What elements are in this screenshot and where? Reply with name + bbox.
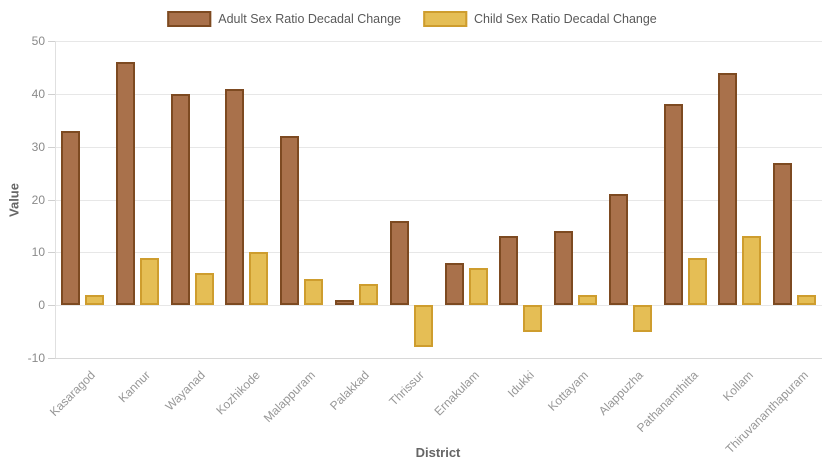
y-tick-mark [48,305,55,307]
y-tick-label: 30 [31,139,45,154]
y-tick-mark [48,252,55,254]
bar-child-thrissur[interactable] [413,305,433,348]
legend-swatch-adult [167,11,212,27]
bar-child-kannur[interactable] [139,257,159,306]
bar-child-malappuram[interactable] [304,278,324,306]
x-tick-label-kasaragod: Kasaragod [47,368,99,419]
y-tick-mark [48,199,55,201]
x-axis-title: District [415,445,461,460]
bar-child-ernakulam[interactable] [468,268,488,306]
y-tick-mark [48,93,55,95]
bar-adult-kottayam[interactable] [554,231,574,306]
bar-adult-pathanamthitta[interactable] [663,104,683,306]
bar-adult-thiruvananthapuram[interactable] [773,162,793,306]
gridline [55,41,822,42]
legend-label-adult: Adult Sex Ratio Decadal Change [218,12,402,26]
bar-child-alappuzha[interactable] [632,305,652,332]
y-axis-line [55,41,56,358]
legend-label-child: Child Sex Ratio Decadal Change [474,12,657,26]
gridline [55,358,822,359]
legend-item-child-series[interactable]: Child Sex Ratio Decadal Change [423,11,657,27]
bar-adult-kozhikode[interactable] [225,88,245,306]
bar-child-kasaragod[interactable] [85,294,104,306]
bar-adult-thrissur[interactable] [389,220,409,306]
y-tick-label: 0 [38,298,45,313]
y-tick-mark [48,358,55,359]
y-tick-label: 40 [31,86,45,101]
gridline [55,252,822,254]
bar-adult-kasaragod[interactable] [61,130,80,306]
bar-adult-palakkad[interactable] [334,299,354,306]
legend: Adult Sex Ratio Decadal Change Child Sex… [167,11,657,27]
bar-child-kottayam[interactable] [578,294,598,306]
bar-child-palakkad[interactable] [358,284,378,306]
bar-adult-malappuram[interactable] [280,136,300,306]
gridline [55,146,822,148]
plot-area: 50 40 30 20 10 0 -10 Kasaragod Kannur Wayanad Kozh… [28,34,822,456]
y-tick-label: -10 [27,351,45,365]
bar-child-pathanamthitta[interactable] [687,257,707,306]
bar-adult-alappuzha[interactable] [608,194,628,306]
bar-adult-wayanad[interactable] [170,93,190,306]
y-tick-mark [48,146,55,148]
gridline [55,93,822,95]
bar-child-idukki[interactable] [523,305,543,332]
bar-adult-kannur[interactable] [115,62,135,306]
bar-child-thiruvananthapuram[interactable] [797,294,817,306]
bar-adult-kollam[interactable] [718,72,738,306]
y-tick-label: 10 [31,245,45,260]
legend-swatch-child [423,11,468,27]
gridline [55,305,822,307]
legend-item-adult-series[interactable]: Adult Sex Ratio Decadal Change [167,11,401,27]
bar-adult-idukki[interactable] [499,236,519,306]
bar-child-kozhikode[interactable] [249,252,269,306]
y-tick-label: 50 [31,34,45,48]
bar-child-wayanad[interactable] [194,273,214,306]
bar-adult-ernakulam[interactable] [444,262,464,306]
y-tick-label: 20 [31,192,45,207]
gridline [55,199,822,201]
bar-child-kollam[interactable] [742,236,762,306]
y-tick-mark [48,41,55,42]
